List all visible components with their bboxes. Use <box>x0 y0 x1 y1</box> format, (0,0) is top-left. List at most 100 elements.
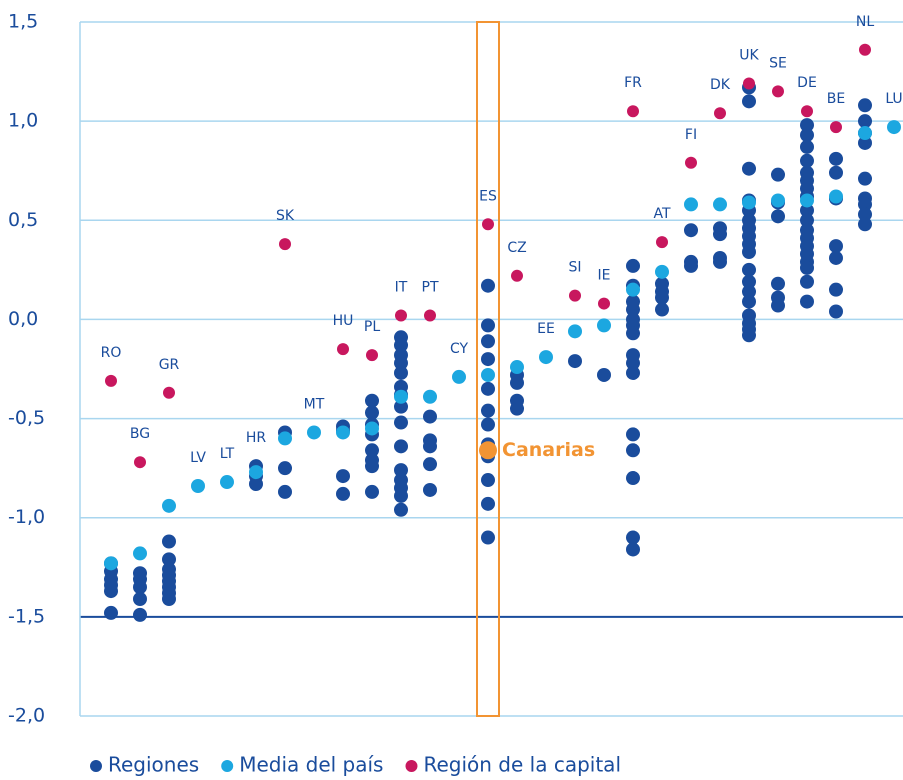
country-mean-point <box>220 475 234 490</box>
region-point <box>336 469 350 484</box>
capital-point <box>685 156 697 169</box>
country-mean-point <box>655 264 669 279</box>
region-point <box>858 197 872 212</box>
capital-point <box>395 309 407 322</box>
region-point <box>858 114 872 129</box>
country-label: HU <box>333 313 354 329</box>
region-point <box>771 298 785 313</box>
region-point <box>858 135 872 150</box>
region-point <box>104 605 118 620</box>
region-point <box>771 276 785 291</box>
capital-point <box>859 43 871 56</box>
country-mean-point <box>684 197 698 212</box>
region-point <box>829 250 843 265</box>
region-point <box>800 213 814 228</box>
country-mean-point <box>104 556 118 571</box>
country-mean-point <box>481 367 495 382</box>
region-point <box>481 530 495 545</box>
country-label: SI <box>568 260 581 276</box>
region-point <box>394 356 408 371</box>
capital-point <box>598 297 610 310</box>
capital-point <box>366 349 378 362</box>
y-tick-label: 1,0 <box>8 110 38 132</box>
region-point <box>800 153 814 168</box>
country-mean-point <box>191 478 205 493</box>
region-point <box>742 294 756 309</box>
region-point <box>481 278 495 293</box>
region-point <box>394 439 408 454</box>
region-point <box>481 473 495 488</box>
country-label: FR <box>624 75 642 91</box>
country-mean-point <box>858 126 872 141</box>
highlight-box <box>476 21 500 717</box>
country-label: CY <box>450 341 469 357</box>
region-point <box>829 151 843 166</box>
country-mean-point <box>278 431 292 446</box>
region-point <box>626 258 640 273</box>
region-point <box>568 354 582 369</box>
region-point <box>365 484 379 499</box>
y-tick-label: 0,5 <box>8 209 38 231</box>
region-point <box>104 584 118 599</box>
country-label: LV <box>190 450 206 466</box>
region-point <box>510 401 524 416</box>
region-point <box>626 530 640 545</box>
region-point <box>858 207 872 222</box>
y-tick-label: -1,5 <box>8 605 45 627</box>
country-mean-point <box>597 318 611 333</box>
region-point <box>481 496 495 511</box>
region-point <box>626 365 640 380</box>
legend-marker <box>90 760 102 772</box>
capital-point <box>163 386 175 399</box>
legend-label: Región de la capital <box>423 753 621 777</box>
country-mean-point <box>365 421 379 436</box>
annotation-label: Canarias <box>502 439 595 461</box>
country-mean-point <box>510 360 524 375</box>
capital-point <box>801 105 813 118</box>
region-point <box>365 459 379 474</box>
capital-point <box>279 238 291 251</box>
region-point <box>800 139 814 154</box>
region-point <box>133 607 147 622</box>
region-point <box>829 165 843 180</box>
country-mean-point <box>133 546 147 561</box>
region-point <box>249 477 263 492</box>
country-label: LT <box>220 446 235 462</box>
y-tick-label: -2,0 <box>8 705 45 727</box>
region-point <box>481 318 495 333</box>
region-point <box>858 171 872 186</box>
region-point <box>481 352 495 367</box>
capital-point <box>743 77 755 90</box>
country-label: DK <box>710 77 731 93</box>
region-point <box>626 443 640 458</box>
region-point <box>336 486 350 501</box>
country-mean-point <box>539 350 553 365</box>
region-point <box>626 471 640 486</box>
country-label: FI <box>685 127 697 143</box>
region-point <box>800 118 814 133</box>
country-mean-point <box>336 425 350 440</box>
region-point <box>365 405 379 420</box>
country-label: BG <box>130 426 150 442</box>
region-point <box>481 417 495 432</box>
region-point <box>742 274 756 289</box>
region-point <box>800 274 814 289</box>
y-tick-label: -1,0 <box>8 506 45 528</box>
capital-point <box>482 218 494 231</box>
region-point <box>394 399 408 414</box>
country-mean-point <box>742 195 756 210</box>
region-point <box>626 356 640 371</box>
region-point <box>800 260 814 275</box>
region-point <box>278 484 292 499</box>
region-point <box>742 284 756 299</box>
region-point <box>742 328 756 343</box>
region-point <box>655 302 669 317</box>
country-mean-point <box>307 425 321 440</box>
country-label: SE <box>769 55 787 71</box>
country-label: IT <box>395 279 408 295</box>
country-mean-point <box>713 197 727 212</box>
region-point <box>481 334 495 349</box>
capital-point <box>830 121 842 134</box>
region-point <box>771 167 785 182</box>
country-label: NL <box>856 14 874 30</box>
